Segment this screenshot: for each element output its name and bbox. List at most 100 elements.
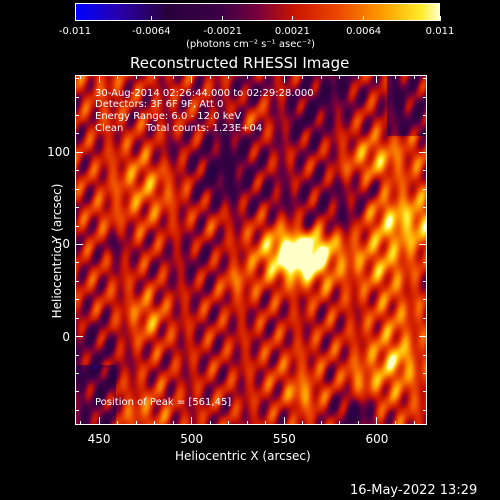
axis-tick	[413, 75, 415, 79]
axis-tick	[357, 421, 359, 425]
axis-tick	[75, 354, 79, 356]
axis-tick	[419, 336, 427, 338]
axis-tick	[423, 391, 427, 393]
colorbar-tick-label: 0.0021	[274, 26, 310, 37]
axis-tick	[265, 421, 267, 425]
annotation-time-range: 30-Aug-2014 02:26:44.000 to 02:29:28.000	[95, 88, 314, 99]
axis-tick	[265, 75, 267, 79]
x-tick-label: 500	[180, 432, 204, 446]
axis-tick	[376, 75, 378, 83]
y-tick-label: 0	[62, 329, 70, 344]
annotation-energy: Energy Range: 6.0 - 12.0 keV	[95, 111, 242, 122]
colorbar-tick	[150, 16, 152, 21]
colorbar	[75, 3, 440, 21]
axis-tick	[209, 421, 211, 425]
annotation-counts: Total counts: 1.23E+04	[146, 123, 263, 134]
colorbar-tick	[74, 16, 76, 21]
axis-tick	[376, 417, 378, 425]
axis-tick	[302, 75, 304, 79]
axis-tick	[75, 225, 79, 227]
axis-tick	[75, 336, 83, 338]
axis-tick	[423, 115, 427, 117]
heatmap-image	[76, 76, 426, 424]
axis-tick	[75, 372, 79, 374]
colorbar-tick	[363, 16, 365, 21]
footer-timestamp: 16-May-2022 13:29	[350, 483, 478, 498]
axis-tick	[339, 421, 341, 425]
x-tick-label: 600	[365, 432, 389, 446]
axis-tick	[423, 78, 427, 80]
axis-tick	[154, 421, 156, 425]
axis-tick	[172, 421, 174, 425]
axis-tick	[191, 417, 193, 425]
colorbar-unit-label: (photons cm⁻² s⁻¹ asec⁻²)	[186, 39, 316, 50]
axis-tick	[135, 421, 137, 425]
colorbar-tick	[439, 16, 441, 21]
axis-tick	[423, 170, 427, 172]
axis-tick	[75, 262, 79, 264]
x-axis-label: Heliocentric X (arcsec)	[175, 449, 311, 463]
axis-tick	[395, 75, 396, 79]
axis-tick	[75, 96, 79, 98]
axis-tick	[246, 75, 248, 79]
axis-tick	[75, 170, 79, 172]
axis-tick	[423, 188, 427, 190]
axis-tick	[419, 151, 427, 153]
axis-tick	[75, 317, 79, 319]
axis-tick	[419, 243, 427, 245]
axis-tick	[320, 421, 322, 425]
axis-tick	[395, 421, 396, 425]
axis-tick	[283, 75, 285, 83]
axis-tick	[75, 115, 79, 117]
axis-tick	[413, 421, 415, 425]
axis-tick	[75, 299, 79, 301]
axis-tick	[357, 75, 359, 79]
axis-tick	[423, 372, 427, 374]
axis-tick	[75, 207, 79, 209]
annotation-peak: Position of Peak = [561,45]	[95, 397, 232, 408]
axis-tick	[423, 354, 427, 356]
axis-tick	[423, 96, 427, 98]
axis-tick	[191, 75, 193, 83]
axis-tick	[80, 75, 82, 79]
axis-tick	[117, 75, 119, 79]
colorbar-gradient	[76, 4, 439, 20]
colorbar-tick-label: -0.0021	[203, 26, 242, 37]
axis-tick	[423, 409, 427, 411]
axis-tick	[423, 317, 427, 319]
axis-tick	[423, 207, 427, 209]
colorbar-tick-label: 0.011	[425, 26, 455, 37]
axis-tick	[75, 243, 83, 245]
axis-tick	[423, 280, 427, 282]
colorbar-tick-label: -0.011	[58, 26, 92, 37]
axis-tick	[423, 299, 427, 301]
axis-tick	[228, 75, 230, 79]
y-axis-label: Heliocentric Y (arcsec)	[50, 183, 64, 319]
axis-tick	[423, 133, 427, 135]
axis-tick	[75, 133, 79, 135]
axis-tick	[80, 421, 82, 425]
axis-tick	[154, 75, 156, 79]
axis-tick	[209, 75, 211, 79]
axis-tick	[98, 75, 100, 83]
colorbar-tick	[222, 16, 224, 21]
colorbar-tick-label: -0.0064	[132, 26, 171, 37]
axis-tick	[228, 421, 230, 425]
axis-tick	[75, 391, 79, 393]
colorbar-tick	[291, 16, 293, 21]
y-tick-label: 50	[54, 237, 70, 252]
x-tick-label: 550	[272, 432, 296, 446]
axis-tick	[320, 75, 322, 79]
axis-tick	[339, 75, 341, 79]
y-tick-label: 100	[47, 145, 70, 160]
x-tick-label: 450	[87, 432, 111, 446]
axis-tick	[117, 421, 119, 425]
axis-tick	[75, 409, 79, 411]
axis-tick	[302, 421, 304, 425]
axis-tick	[75, 78, 79, 80]
axis-tick	[135, 75, 137, 79]
axis-tick	[75, 151, 83, 153]
chart-title: Reconstructed RHESSI Image	[130, 54, 350, 72]
axis-tick	[75, 280, 79, 282]
annotation-detectors: Detectors: 3F 6F 9F, Att 0	[95, 99, 224, 110]
